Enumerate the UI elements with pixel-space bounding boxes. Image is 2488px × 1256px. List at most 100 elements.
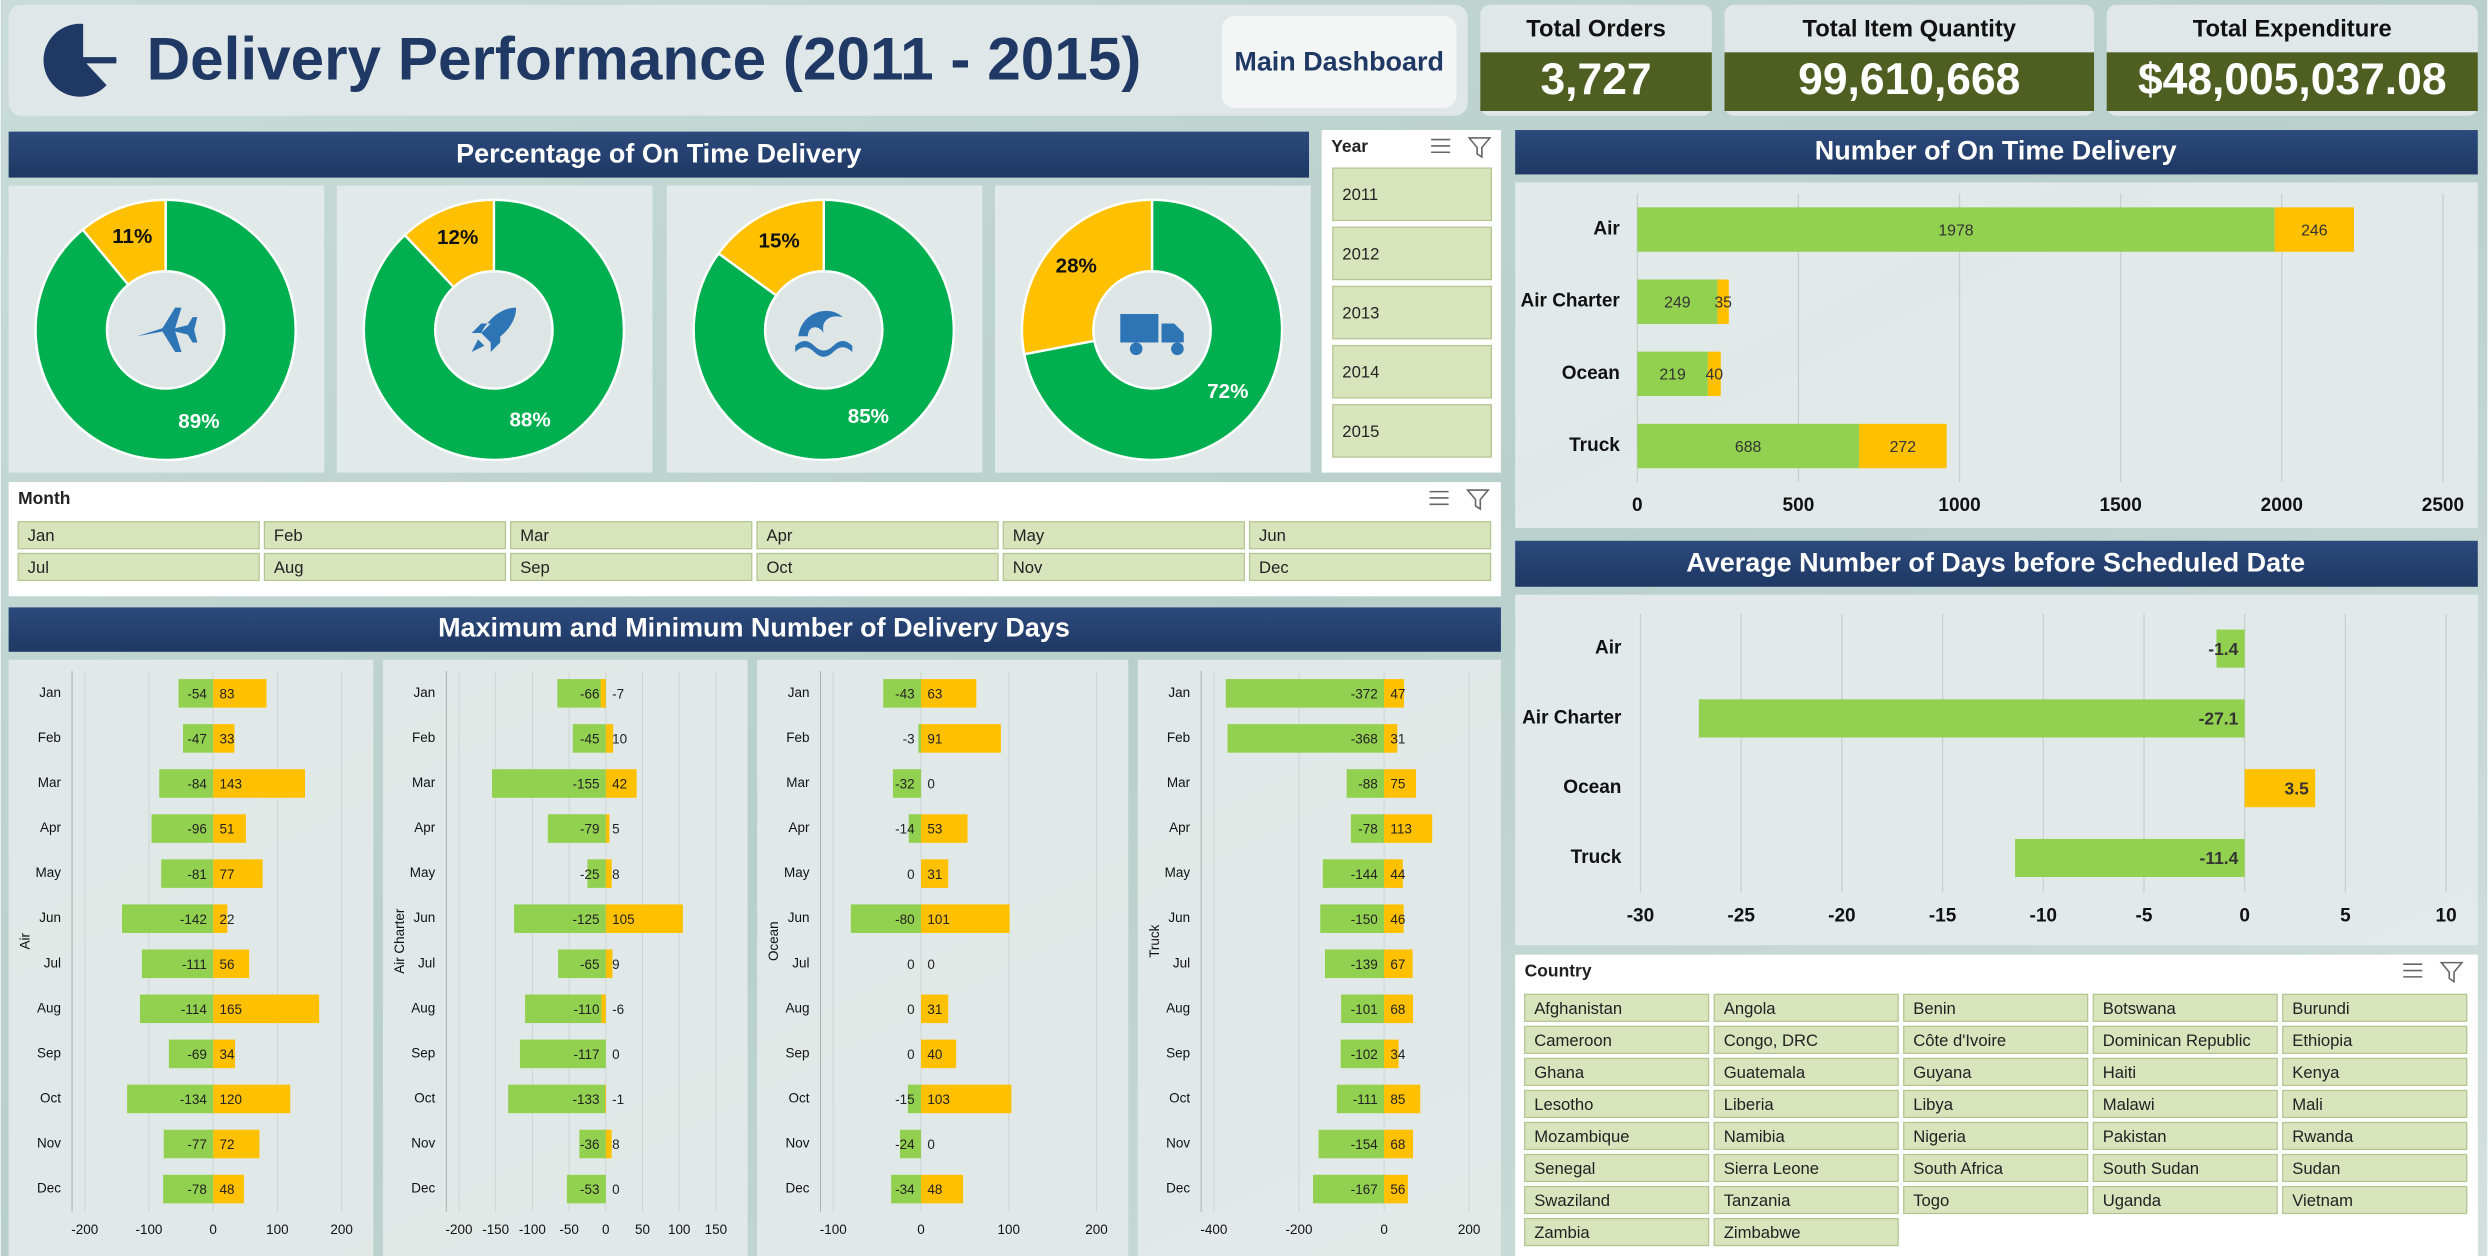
- slicer-item[interactable]: [1903, 1153, 2089, 1183]
- slicer-item[interactable]: [2092, 1185, 2278, 1215]
- slicer-item[interactable]: [2092, 1089, 2278, 1119]
- slicer-item-label[interactable]: Zimbabwe: [1724, 1223, 1801, 1242]
- slicer-item-label[interactable]: Ethiopia: [2292, 1031, 2353, 1050]
- slicer-item-label[interactable]: Angola: [1724, 999, 1777, 1018]
- slicer-item[interactable]: [2092, 1057, 2278, 1086]
- slicer-item[interactable]: [2092, 1025, 2278, 1054]
- slicer-item-label[interactable]: Sudan: [2292, 1159, 2340, 1178]
- slicer-item[interactable]: [263, 521, 507, 550]
- slicer-item-label[interactable]: Sep: [520, 558, 550, 577]
- slicer-item-label[interactable]: Burundi: [2292, 999, 2349, 1018]
- slicer-item-label[interactable]: Liberia: [1724, 1095, 1775, 1114]
- slicer-item-label[interactable]: Uganda: [2103, 1191, 2162, 1210]
- slicer-item-label[interactable]: South Sudan: [2103, 1159, 2199, 1178]
- slicer-item[interactable]: [756, 552, 999, 582]
- slicer-item[interactable]: [510, 521, 753, 550]
- slicer-item-label[interactable]: Pakistan: [2103, 1127, 2167, 1146]
- slicer-item[interactable]: [2282, 1121, 2468, 1151]
- slicer-item[interactable]: [17, 521, 260, 550]
- slicer-item-label[interactable]: Botswana: [2103, 999, 2177, 1018]
- slicer-item-label[interactable]: Kenya: [2292, 1063, 2340, 1082]
- slicer-item-label[interactable]: Benin: [1913, 999, 1956, 1018]
- slicer-item-label[interactable]: Apr: [766, 526, 792, 545]
- slicer-item[interactable]: [1713, 1153, 1899, 1183]
- slicer-item-label[interactable]: Oct: [766, 558, 792, 577]
- slicer-item-label[interactable]: Nov: [1013, 558, 1043, 577]
- slicer-item-label[interactable]: Vietnam: [2292, 1191, 2353, 1210]
- main-dashboard-button[interactable]: [1221, 15, 1457, 108]
- slicer-item[interactable]: [1524, 993, 1710, 1022]
- slicer-item[interactable]: [2092, 993, 2278, 1022]
- slicer-item[interactable]: [1332, 167, 1493, 222]
- slicer-item[interactable]: [1002, 552, 1245, 582]
- slicer-item[interactable]: [1248, 521, 1492, 550]
- slicer-item[interactable]: [1524, 1089, 1710, 1119]
- slicer-item-label[interactable]: Afghanistan: [1534, 999, 1622, 1018]
- slicer-item[interactable]: [1713, 1057, 1899, 1086]
- slicer-item-label[interactable]: Senegal: [1534, 1159, 1595, 1178]
- slicer-item[interactable]: [1524, 1185, 1710, 1215]
- slicer-buttons[interactable]: [1429, 137, 2464, 984]
- slicer-item-label[interactable]: Côte d'Ivoire: [1913, 1031, 2006, 1050]
- slicer-item[interactable]: [2282, 1089, 2468, 1119]
- slicer-item[interactable]: [1524, 1153, 1710, 1183]
- slicer-item[interactable]: [263, 552, 507, 582]
- slicer-item[interactable]: [2092, 1153, 2278, 1183]
- slicer-item[interactable]: [17, 552, 260, 582]
- slicer-item-label[interactable]: Tanzania: [1724, 1191, 1791, 1210]
- slicer-item-label[interactable]: Guyana: [1913, 1063, 1972, 1082]
- slicer-item[interactable]: [2282, 1153, 2468, 1183]
- slicer-item[interactable]: [1713, 993, 1899, 1022]
- slicer-item[interactable]: [1903, 1089, 2089, 1119]
- slicer-item[interactable]: [1903, 1025, 2089, 1054]
- slicer-item-label[interactable]: Sierra Leone: [1724, 1159, 1819, 1178]
- slicer-item[interactable]: [1332, 226, 1493, 281]
- slicer-item[interactable]: [2282, 1025, 2468, 1054]
- slicer-item[interactable]: [2282, 1057, 2468, 1086]
- slicer-item[interactable]: [1332, 285, 1493, 340]
- slicer-item-label[interactable]: Zambia: [1534, 1223, 1590, 1242]
- slicer-item[interactable]: [1524, 1121, 1710, 1151]
- slicer-item[interactable]: [1002, 521, 1245, 550]
- button-label[interactable]: Main Dashboard: [1234, 47, 1444, 77]
- slicer-item-label[interactable]: Togo: [1913, 1191, 1949, 1210]
- slicer-item[interactable]: [1524, 1217, 1710, 1247]
- slicer-item-label[interactable]: 2014: [1342, 363, 1379, 382]
- slicer-item-label[interactable]: Dominican Republic: [2103, 1031, 2251, 1050]
- slicer-item-label[interactable]: Jun: [1259, 526, 1286, 545]
- slicer-item[interactable]: [1903, 1057, 2089, 1086]
- slicer-item-label[interactable]: 2013: [1342, 304, 1379, 323]
- slicer-item[interactable]: [510, 552, 753, 582]
- slicer-item-label[interactable]: Guatemala: [1724, 1063, 1806, 1082]
- slicer-item-label[interactable]: Mali: [2292, 1095, 2323, 1114]
- slicer-item-label[interactable]: May: [1013, 526, 1045, 545]
- slicer-item[interactable]: [1713, 1121, 1899, 1151]
- slicer-item[interactable]: [1524, 1025, 1710, 1054]
- slicer-item[interactable]: [1332, 404, 1493, 458]
- slicer-item-label[interactable]: Libya: [1913, 1095, 1954, 1114]
- slicer-item-label[interactable]: South Africa: [1913, 1159, 2003, 1178]
- slicer-item[interactable]: [1903, 1121, 2089, 1151]
- slicer-item[interactable]: [1713, 1185, 1899, 1215]
- slicer-item-label[interactable]: Namibia: [1724, 1127, 1786, 1146]
- slicer-item-label[interactable]: Cameroon: [1534, 1031, 1612, 1050]
- slicer-item[interactable]: [2282, 993, 2468, 1022]
- slicer-item-label[interactable]: 2015: [1342, 422, 1379, 441]
- slicer-item-label[interactable]: Ghana: [1534, 1063, 1585, 1082]
- slicer-item-label[interactable]: Malawi: [2103, 1095, 2155, 1114]
- slicer-item[interactable]: [1713, 1025, 1899, 1054]
- slicer-item-label[interactable]: 2012: [1342, 244, 1379, 263]
- slicer-item[interactable]: [2282, 1185, 2468, 1215]
- slicer-item-label[interactable]: Lesotho: [1534, 1095, 1593, 1114]
- slicer-item[interactable]: [1713, 1217, 1899, 1247]
- slicer-item-label[interactable]: Nigeria: [1913, 1127, 1966, 1146]
- slicer-item[interactable]: [1332, 344, 1493, 399]
- slicer-item[interactable]: [756, 521, 999, 550]
- slicer-item-label[interactable]: 2011: [1342, 185, 1378, 204]
- slicer-item-label[interactable]: Swaziland: [1534, 1191, 1610, 1210]
- slicer-item-label[interactable]: Feb: [274, 526, 303, 545]
- slicer-item[interactable]: [2092, 1121, 2278, 1151]
- slicer-item-label[interactable]: Mar: [520, 526, 549, 545]
- slicer-item-label[interactable]: Jan: [28, 526, 55, 545]
- slicer-item[interactable]: [1903, 1185, 2089, 1215]
